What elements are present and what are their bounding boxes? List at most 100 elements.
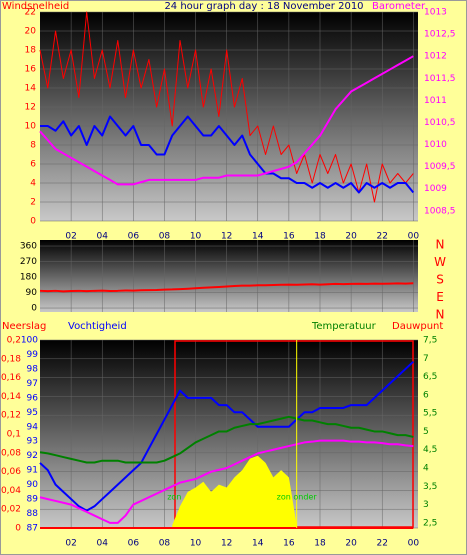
tick-label: 7 [423,354,429,364]
tick-label: 0,14 [1,392,21,402]
x-tick-label: 04 [96,232,108,242]
legend-barometer: Barometer [372,1,426,12]
tick-label: 1010,5 [424,118,456,128]
series-line [39,439,414,524]
compass-label: N [436,238,445,252]
tick-label: 3 [423,500,429,510]
layer: 02 04 06 08 10 12 14 16 18 20 22 000246810121416182… [1,8,456,549]
tick-label: 0 [30,217,36,227]
tick-label: 93 [27,437,38,447]
compass-label: W [434,255,446,269]
tick-label: 20 [25,27,37,37]
tick-label: 6 [30,160,36,170]
tick-label: 89 [27,495,39,505]
tick-label: 14 [25,84,37,94]
tick-label: 97 [27,379,38,389]
tick-label: 4 [423,464,429,474]
solar-area [172,455,297,528]
x-tick-label: 22 [376,232,387,242]
tick-label: 0,2 [7,336,21,346]
legend-humidity: Vochtigheid [68,321,127,332]
tick-label: 88 [27,509,39,519]
x-tick-label: 20 [345,539,357,549]
compass-label: N [436,308,445,322]
x-tick-label: 08 [159,232,171,242]
x-tick-label: 06 [128,539,140,549]
x-tick-label: 12 [221,539,232,549]
tick-label: 6 [423,390,429,400]
x-tick-label: 18 [314,539,326,549]
compass-label: S [436,273,444,287]
tick-label: 2 [30,198,36,208]
tick-label: 10 [25,122,37,132]
tick-label: 0,18 [1,354,21,364]
tick-label: 6,5 [423,372,437,382]
series-line [39,11,414,203]
tick-label: 87 [27,524,38,534]
tick-label: 16 [25,65,37,75]
tick-label: 5,5 [423,409,437,419]
tick-label: 270 [20,257,37,267]
tick-label: 4,5 [423,445,437,455]
tick-label: 99 [27,350,39,360]
tick-label: 0,08 [1,448,21,458]
tick-label: 22 [25,8,36,18]
series-line [39,282,414,293]
tick-label: 0,04 [1,486,21,496]
tick-label: 0,06 [1,467,21,477]
tick-label: 1012,5 [424,30,456,40]
x-tick-label: 16 [283,232,295,242]
tick-label: 90 [27,480,39,490]
x-tick-label: 14 [252,539,264,549]
x-tick-label: 02 [65,539,76,549]
tick-label: 0,12 [1,411,21,421]
tick-label: 0,16 [1,373,21,383]
tick-label: 3,5 [423,482,437,492]
tick-label: 18 [25,46,37,56]
tick-label: 91 [27,466,38,476]
tick-label: 0 [15,524,21,534]
series-line [39,415,414,464]
tick-label: 180 [20,273,37,283]
x-tick-label: 18 [314,232,326,242]
x-tick-label: 06 [128,232,140,242]
legend-wind: Windsnelheid [2,1,69,12]
tick-label: 98 [27,364,39,374]
tick-label: 1011,5 [424,74,456,84]
tick-label: 0 [31,304,37,314]
tick-label: 1011 [424,96,447,106]
tick-label: 0,1 [7,430,21,440]
x-tick-label: 14 [252,232,264,242]
tick-label: 0,02 [1,505,21,515]
tick-label: 7,5 [423,336,437,346]
tick-label: 1008,5 [424,206,456,216]
series-line [39,55,414,186]
x-tick-label: 10 [190,539,202,549]
chart-title: 24 hour graph day : 18 November 2010 [164,1,363,12]
x-tick-label: 08 [159,539,171,549]
tick-label: 1009,5 [424,162,456,172]
x-tick-label: 12 [221,232,232,242]
panel-direction [40,240,418,312]
tick-label: 90 [26,288,38,298]
tick-label: 95 [27,408,38,418]
legend-rain: Neerslag [2,321,46,332]
tick-label: 94 [27,422,39,432]
series-line [39,360,415,512]
x-tick-label: 22 [376,539,387,549]
legend-dewpoint: Dauwpunt [392,321,443,332]
tick-label: 92 [27,451,38,461]
tick-label: 8 [30,141,36,151]
tick-label: 1010 [424,140,447,150]
tick-label: 4 [30,179,36,189]
sun-label: zon [167,493,181,502]
series-line [40,115,415,194]
tick-label: 2,5 [423,518,437,528]
tick-label: 1013 [424,8,447,18]
tick-label: 360 [20,242,37,252]
x-tick-label: 02 [65,232,76,242]
tick-label: 96 [27,393,39,403]
tick-label: 1009 [424,184,447,194]
x-tick-label: 04 [96,539,108,549]
